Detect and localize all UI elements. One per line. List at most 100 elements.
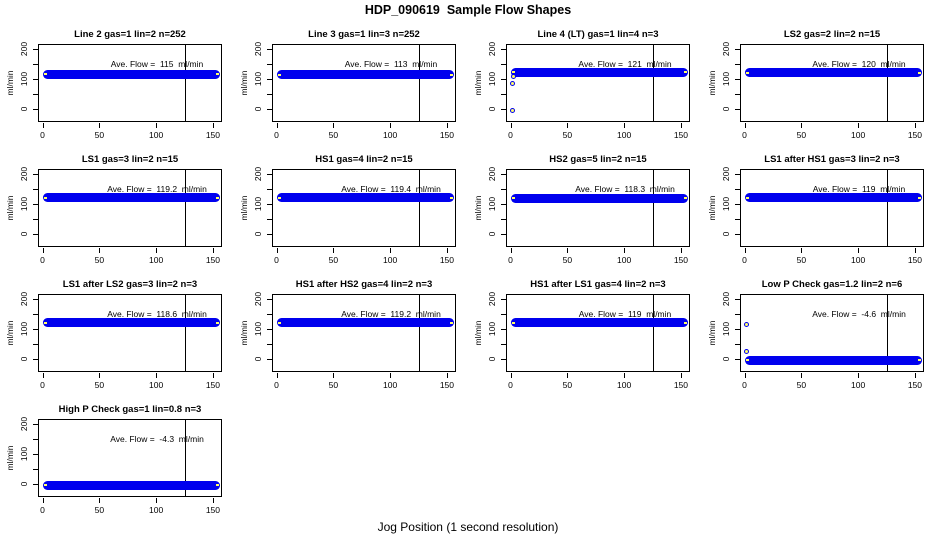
plot-area [272,294,456,372]
x-tick [680,123,682,128]
plot-area [38,44,222,122]
x-tick-label: 100 [383,255,398,265]
reference-vline [652,295,654,371]
x-tick [567,123,569,128]
band-tip-left [43,321,47,324]
data-point-band [744,193,922,203]
y-tick [501,93,506,95]
y-tick-label: 0 [721,356,731,361]
y-tick [267,313,272,315]
x-tick-label: 50 [562,130,573,140]
x-tick-label: 50 [562,380,573,390]
y-tick [267,173,272,175]
y-tick-label: 0 [253,106,263,111]
y-tick [33,48,38,50]
ave-flow-annotation: Ave. Flow = 118.6 ml/min [107,308,207,319]
x-tick [390,248,392,253]
subplot-1: Line 2 gas=1 lin=2 n=252 0 100 200 ml/min 0 50… [0,18,234,143]
x-tick [567,373,569,378]
reference-vline [184,420,186,496]
band-tip-left [43,196,47,199]
y-tick [735,298,740,300]
x-tick [858,248,860,253]
reference-vline [652,45,654,121]
y-tick [735,93,740,95]
x-tick-label: 0 [508,255,513,265]
x-axis-global-label: Jog Position (1 second resolution) [377,520,559,534]
x-tick [510,248,512,253]
subplot-title: High P Check gas=1 lin=0.8 n=3 [58,404,202,415]
plot-area [506,294,690,372]
y-tick-label: 200 [19,291,29,306]
x-tick [42,248,44,253]
y-tick [501,358,506,360]
x-tick-label: 150 [907,130,922,140]
subplot-11: HS1 after LS1 gas=4 lin=2 n=3 0 100 200 ml/m… [468,268,702,393]
x-tick [156,498,158,503]
y-tick-label: 100 [721,196,731,211]
subplot-7: HS2 gas=5 lin=2 n=15 0 100 200 ml/min 0 50 100 1… [468,143,702,268]
x-tick [680,373,682,378]
y-tick-label: 0 [253,356,263,361]
y-axis-label: ml/min [707,70,717,96]
x-tick [390,123,392,128]
y-tick [735,233,740,235]
plot-area [272,169,456,247]
band-tip-right [917,196,921,199]
y-tick-label: 0 [19,481,29,486]
ave-flow-annotation: Ave. Flow = 118.3 ml/min [575,183,675,194]
y-tick-label: 200 [19,41,29,56]
band-tip-right [215,73,219,75]
x-tick [156,123,158,128]
y-tick-label: 200 [253,291,263,306]
plot-area [506,169,690,247]
subplot-title: LS2 gas=2 lin=2 n=15 [783,29,881,40]
ave-flow-annotation: Ave. Flow = 119 ml/min [812,183,906,194]
plot-area [740,44,924,122]
x-tick [446,123,448,128]
y-tick [33,453,38,455]
x-tick [446,248,448,253]
x-tick-label: 150 [673,130,688,140]
y-axis-label: ml/min [239,320,249,346]
y-tick-label: 200 [721,41,731,56]
x-tick [99,248,101,253]
band-tip-left [277,196,281,199]
y-tick [33,63,38,65]
y-tick [267,218,272,220]
data-point-band [42,193,220,203]
y-axis-label: ml/min [5,320,15,346]
plot-area [272,44,456,122]
y-tick-label: 200 [721,291,731,306]
x-tick [333,373,335,378]
y-tick-label: 100 [19,321,29,336]
band-tip-left [745,196,749,199]
subplot-title: Line 2 gas=1 lin=2 n=252 [74,29,186,40]
y-tick [267,203,272,205]
y-tick [735,203,740,205]
subplot-title: HS1 after HS2 gas=4 lin=2 n=3 [295,279,433,290]
y-tick [735,63,740,65]
subplot-6: HS1 gas=4 lin=2 n=15 0 100 200 ml/min 0 50 100 1… [234,143,468,268]
x-tick [212,248,214,253]
y-tick [267,358,272,360]
data-point-band [510,318,688,328]
y-tick [33,108,38,110]
data-point-band [276,318,454,328]
x-tick-label: 100 [149,505,164,515]
data-point-band [744,68,922,77]
y-tick-label: 100 [253,321,263,336]
x-tick-label: 0 [742,380,747,390]
x-tick [510,123,512,128]
ave-flow-annotation: Ave. Flow = 115 ml/min [110,58,204,69]
subplot-9: LS1 after LS2 gas=3 lin=2 n=3 0 100 200 ml/m… [0,268,234,393]
x-tick [858,373,860,378]
outlier-point [744,321,750,327]
data-point-band [42,480,220,490]
y-tick [267,233,272,235]
subplot-4: LS2 gas=2 lin=2 n=15 0 100 200 ml/min 0 50 100 1… [702,18,936,143]
y-tick-label: 200 [721,166,731,181]
x-tick [276,373,278,378]
ave-flow-annotation: Ave. Flow = -4.3 ml/min [110,433,204,444]
y-axis-label: ml/min [239,195,249,221]
